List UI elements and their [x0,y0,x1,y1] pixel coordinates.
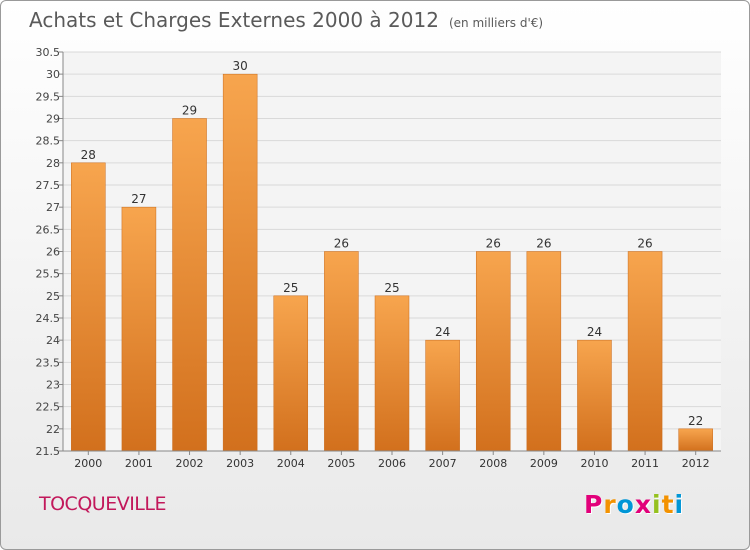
y-tick-label: 24 [46,334,60,347]
data-label: 24 [435,325,450,339]
x-tick-label: 2012 [682,457,710,470]
y-tick-label: 23.5 [36,356,61,369]
bar-2005 [324,251,359,452]
logo-letter: i [652,490,662,519]
x-tick-label: 2011 [631,457,659,470]
logo-letter: r [603,490,617,519]
y-tick-label: 26 [46,246,60,259]
bar-2010 [577,339,612,452]
bar-2004 [273,295,309,452]
data-label: 27 [131,192,146,206]
data-label: 25 [283,281,298,295]
logo-letter: o [616,490,635,519]
x-tick-label: 2010 [580,457,608,470]
x-axis-ticks: 2000 2001 2002 2003 2004 2005 2006 2007 2008 2009… [74,451,710,470]
data-label: 24 [587,325,602,339]
bars [71,73,713,452]
y-tick-label: 29 [46,113,60,126]
y-tick-label: 24.5 [36,312,61,325]
x-tick-label: 2002 [176,457,204,470]
logo-letter: i [674,490,685,519]
y-tick-label: 22 [46,423,60,436]
y-tick-label: 23 [46,379,60,392]
data-label: 25 [384,281,399,295]
x-tick-label: 2007 [429,457,457,470]
bar-2011 [627,251,663,452]
bar-2008 [475,251,511,452]
x-tick-label: 2009 [530,457,558,470]
data-label: 22 [688,414,703,428]
chart-title-text: Achats et Charges Externes 2000 à 2012 [29,8,439,32]
y-tick-label: 28 [46,157,60,170]
data-labels: 28 27 29 30 25 26 25 24 26 26 24 26 22 [81,59,704,428]
y-tick-label: 22.5 [36,401,61,414]
data-label: 26 [334,237,349,251]
data-label: 26 [486,237,501,251]
x-tick-label: 2004 [277,457,305,470]
x-tick-label: 2003 [226,457,254,470]
x-tick-label: 2006 [378,457,406,470]
chart-unit: (en milliers d'€) [448,16,544,30]
commune-name: TOCQUEVILLE [39,493,166,515]
y-tick-label: 30.5 [36,46,61,59]
bar-2006 [374,295,410,452]
bar-2003 [222,73,258,452]
bar-2007 [425,339,460,452]
chart-title: Achats et Charges Externes 2000 à 2012 (e… [29,8,543,32]
data-label: 26 [536,237,551,251]
bar-2012 [678,428,713,452]
y-axis-ticks: 21.5 22 22.5 23 23.5 24 24.5 25 25.5 26 26.5 27 27.5… [36,46,63,458]
bar-2009 [526,251,562,452]
y-tick-label: 28.5 [36,135,61,148]
y-tick-label: 21.5 [36,445,61,458]
data-label: 26 [637,237,652,251]
y-tick-label: 27.5 [36,179,61,192]
y-tick-label: 25 [46,290,60,303]
logo-letter: t [661,490,675,519]
y-tick-label: 25.5 [36,268,61,281]
y-tick-label: 30 [46,68,60,81]
x-tick-label: 2005 [327,457,355,470]
y-tick-label: 26.5 [36,223,61,236]
logo-letter: x [634,490,652,519]
data-label: 30 [233,59,248,73]
x-tick-label: 2000 [74,457,102,470]
bar-2002 [172,118,207,452]
bar-2000 [71,162,106,452]
x-tick-label: 2008 [479,457,507,470]
y-tick-label: 29.5 [36,90,61,103]
x-tick-label: 2001 [125,457,153,470]
data-label: 28 [81,148,96,162]
logo-letter: P [584,490,604,519]
bar-2001 [121,206,157,452]
data-label: 29 [182,104,197,118]
y-tick-label: 27 [46,201,60,214]
proxiti-logo: Proxiti [584,490,684,519]
